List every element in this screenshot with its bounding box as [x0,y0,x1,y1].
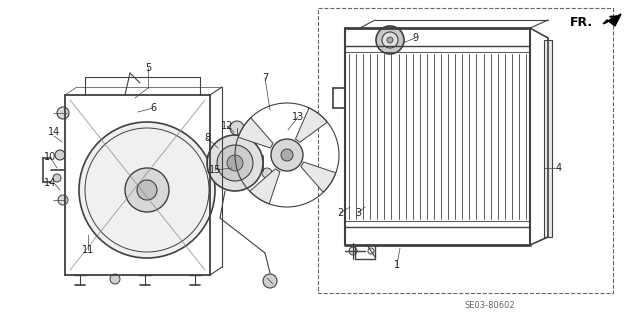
Polygon shape [301,162,336,192]
Text: 13: 13 [292,112,304,122]
Circle shape [217,145,253,181]
Text: 14: 14 [44,178,56,188]
Circle shape [281,149,293,161]
Circle shape [382,32,398,48]
Circle shape [207,135,263,191]
Text: 12: 12 [221,121,233,131]
Circle shape [58,195,68,205]
Bar [318,8,613,293]
Circle shape [137,180,157,200]
Text: 8: 8 [204,133,210,143]
Circle shape [53,174,61,182]
Circle shape [387,37,393,43]
Circle shape [230,121,244,135]
Text: 2: 2 [337,208,343,218]
Text: 10: 10 [44,152,56,162]
Circle shape [110,274,120,284]
Text: 11: 11 [82,245,94,255]
Circle shape [55,150,65,160]
Text: 14: 14 [48,127,60,137]
Text: 9: 9 [412,33,418,43]
Text: SE03-80602: SE03-80602 [465,300,515,309]
Circle shape [263,274,277,288]
Text: 15: 15 [209,165,221,175]
Circle shape [125,168,169,212]
Text: 5: 5 [145,63,151,73]
Polygon shape [296,108,327,142]
Circle shape [227,155,243,171]
Text: 1: 1 [394,260,400,270]
Polygon shape [603,14,621,26]
Circle shape [271,139,303,171]
Text: FR.: FR. [570,16,593,28]
Polygon shape [238,118,273,148]
Circle shape [79,122,215,258]
Text: 6: 6 [150,103,156,113]
Circle shape [57,107,69,119]
Circle shape [262,168,272,178]
Text: 3: 3 [355,208,361,218]
Circle shape [349,247,357,255]
Circle shape [376,26,404,54]
Polygon shape [250,169,280,204]
Text: 7: 7 [262,73,268,83]
Text: 4: 4 [556,163,562,173]
Bar [544,40,552,237]
